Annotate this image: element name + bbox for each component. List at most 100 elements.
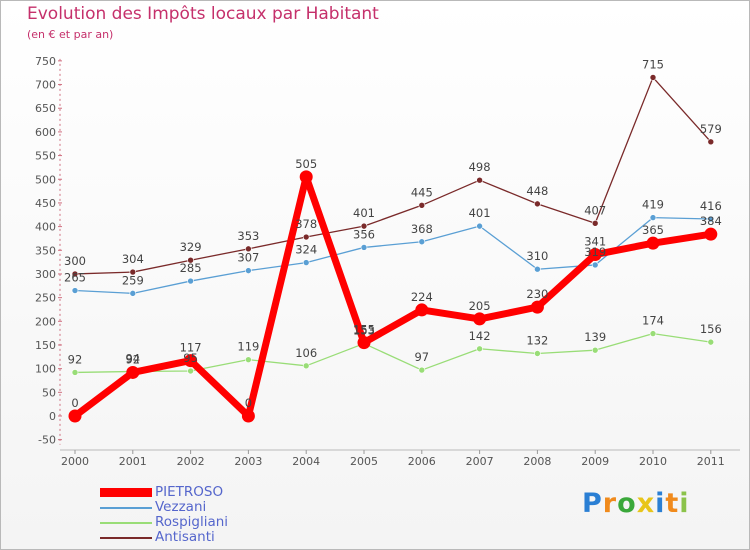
x-tick-label: 2000 (61, 455, 89, 468)
data-point (68, 409, 82, 423)
series-line (74, 332, 712, 374)
y-tick-label: 300 (35, 268, 56, 281)
y-tick-label: 500 (35, 173, 56, 186)
data-label: 419 (642, 198, 664, 212)
data-point (245, 356, 252, 363)
x-tick-label: 2011 (697, 455, 725, 468)
data-point (418, 366, 426, 374)
data-point (649, 74, 657, 81)
y-tick-label: 750 (35, 55, 56, 68)
data-label: 94 (125, 351, 140, 365)
data-label: 0 (71, 396, 78, 410)
data-label: 95 (183, 351, 198, 365)
data-point (187, 256, 194, 264)
proxiti-logo: Proxiti (582, 488, 690, 519)
data-point (707, 338, 715, 346)
data-label: 365 (642, 223, 664, 237)
logo-letter: o (617, 488, 637, 519)
y-tick-label: 600 (35, 126, 56, 139)
data-point (704, 227, 718, 241)
logo-letter: r (602, 488, 618, 519)
data-label: 92 (68, 352, 83, 366)
data-point (299, 170, 313, 184)
data-label: 341 (584, 235, 606, 249)
data-label: 715 (642, 57, 664, 71)
data-label: 230 (526, 287, 548, 301)
data-label: 356 (353, 227, 375, 241)
legend-swatch (100, 488, 152, 497)
data-label: 0 (245, 396, 252, 410)
data-point (187, 277, 194, 285)
x-tick-label: 2010 (639, 455, 667, 468)
x-tick-label: 2001 (119, 455, 147, 468)
series-pietroso (68, 170, 718, 423)
chart-title: Evolution des Impôts locaux par Habitant (27, 4, 379, 24)
data-point (534, 350, 541, 357)
data-point (360, 244, 368, 251)
y-tick-label: 550 (35, 150, 56, 163)
legend-label: Vezzani (155, 499, 207, 515)
x-tick-label: 2008 (523, 455, 551, 468)
series-line (71, 173, 715, 420)
logo-letter: i (655, 488, 666, 519)
data-label: 153 (353, 324, 375, 338)
data-label: 579 (700, 122, 722, 136)
data-label: 119 (237, 340, 259, 354)
data-label: 139 (584, 330, 606, 344)
data-point (591, 219, 599, 227)
data-label: 92 (125, 352, 140, 366)
y-tick-label: 450 (35, 197, 56, 210)
data-label: 310 (526, 249, 548, 263)
data-point (129, 268, 137, 276)
y-tick-label: 50 (42, 386, 56, 399)
data-label: 205 (469, 299, 491, 313)
data-point (357, 336, 371, 350)
legend-label: PIETROSO (155, 484, 224, 500)
x-tick-label: 2009 (581, 455, 609, 468)
legend-label: Rospigliani (155, 514, 229, 530)
data-label: 319 (584, 245, 606, 259)
data-point (588, 248, 602, 262)
data-label: 368 (411, 222, 433, 236)
series-vezzani (71, 214, 715, 297)
data-point (129, 290, 137, 297)
y-tick-label: 350 (35, 244, 56, 257)
data-point (71, 287, 79, 294)
y-tick-label: 150 (35, 339, 56, 352)
data-label: 384 (700, 214, 722, 228)
data-point (302, 259, 310, 266)
x-tick-label: 2006 (408, 455, 436, 468)
data-point (707, 138, 715, 146)
data-point (649, 330, 657, 337)
data-point (646, 236, 660, 250)
y-tick-label: -50 (38, 434, 56, 447)
data-point (534, 200, 541, 208)
chart-subtitle: (en € et par an) (27, 28, 114, 41)
data-point (707, 215, 715, 223)
data-label: 174 (642, 314, 664, 328)
data-label: 285 (180, 261, 202, 275)
data-label: 448 (526, 184, 548, 198)
data-point (473, 312, 487, 326)
data-point (591, 261, 599, 269)
data-point (534, 265, 541, 273)
data-point (418, 201, 426, 209)
data-point (302, 362, 310, 370)
x-tick-label: 2007 (466, 455, 494, 468)
data-label: 324 (295, 243, 317, 257)
data-label: 401 (469, 206, 491, 220)
data-point (530, 300, 544, 314)
data-label: 329 (180, 240, 202, 254)
data-point (415, 303, 429, 317)
data-point (184, 354, 198, 368)
data-label: 505 (295, 157, 317, 171)
series-line (74, 76, 712, 275)
data-label: 106 (295, 346, 317, 360)
logo-letter: i (679, 488, 690, 519)
data-label: 304 (122, 252, 144, 266)
y-tick-label: 200 (35, 315, 56, 328)
data-label: 259 (122, 273, 144, 287)
data-point (476, 222, 483, 230)
legend-label: Antisanti (155, 529, 215, 545)
